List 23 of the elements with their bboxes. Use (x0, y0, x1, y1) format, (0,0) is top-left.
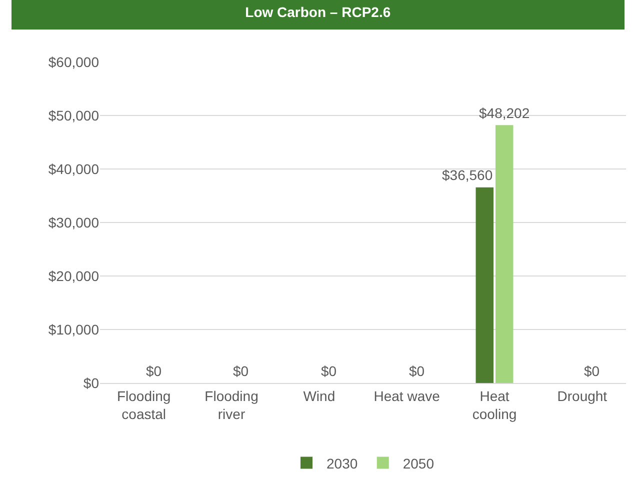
data-label: $36,560 (442, 167, 493, 183)
x-tick-label: Flooding coastal (116, 388, 171, 422)
data-label: $48,202 (479, 105, 530, 121)
y-tick-label: $10,000 (48, 321, 100, 338)
x-tick-label: Flooding river (204, 388, 258, 422)
data-label: $0 (233, 363, 249, 379)
y-tick-label: $0 (83, 374, 100, 391)
y-tick-label: $20,000 (48, 268, 100, 284)
data-label: $0 (321, 363, 337, 379)
y-tick-label: $30,000 (48, 214, 100, 230)
data-label: $0 (146, 363, 162, 379)
y-tick-label: $40,000 (48, 160, 100, 177)
chart-title: Low Carbon – RCP2.6 (245, 4, 391, 20)
data-label: $0 (584, 363, 600, 379)
y-tick-label: $60,000 (48, 54, 100, 70)
x-tick-label: Wind (303, 388, 336, 404)
legend-label: 2050 (402, 455, 434, 472)
x-tick-label: Heat cooling (472, 388, 517, 422)
data-label: $0 (409, 363, 425, 379)
x-tick-label: Heat wave (374, 388, 440, 404)
y-tick-label: $50,000 (48, 107, 100, 124)
legend-label: 2030 (326, 455, 358, 472)
x-tick-label: Drought (557, 388, 608, 404)
